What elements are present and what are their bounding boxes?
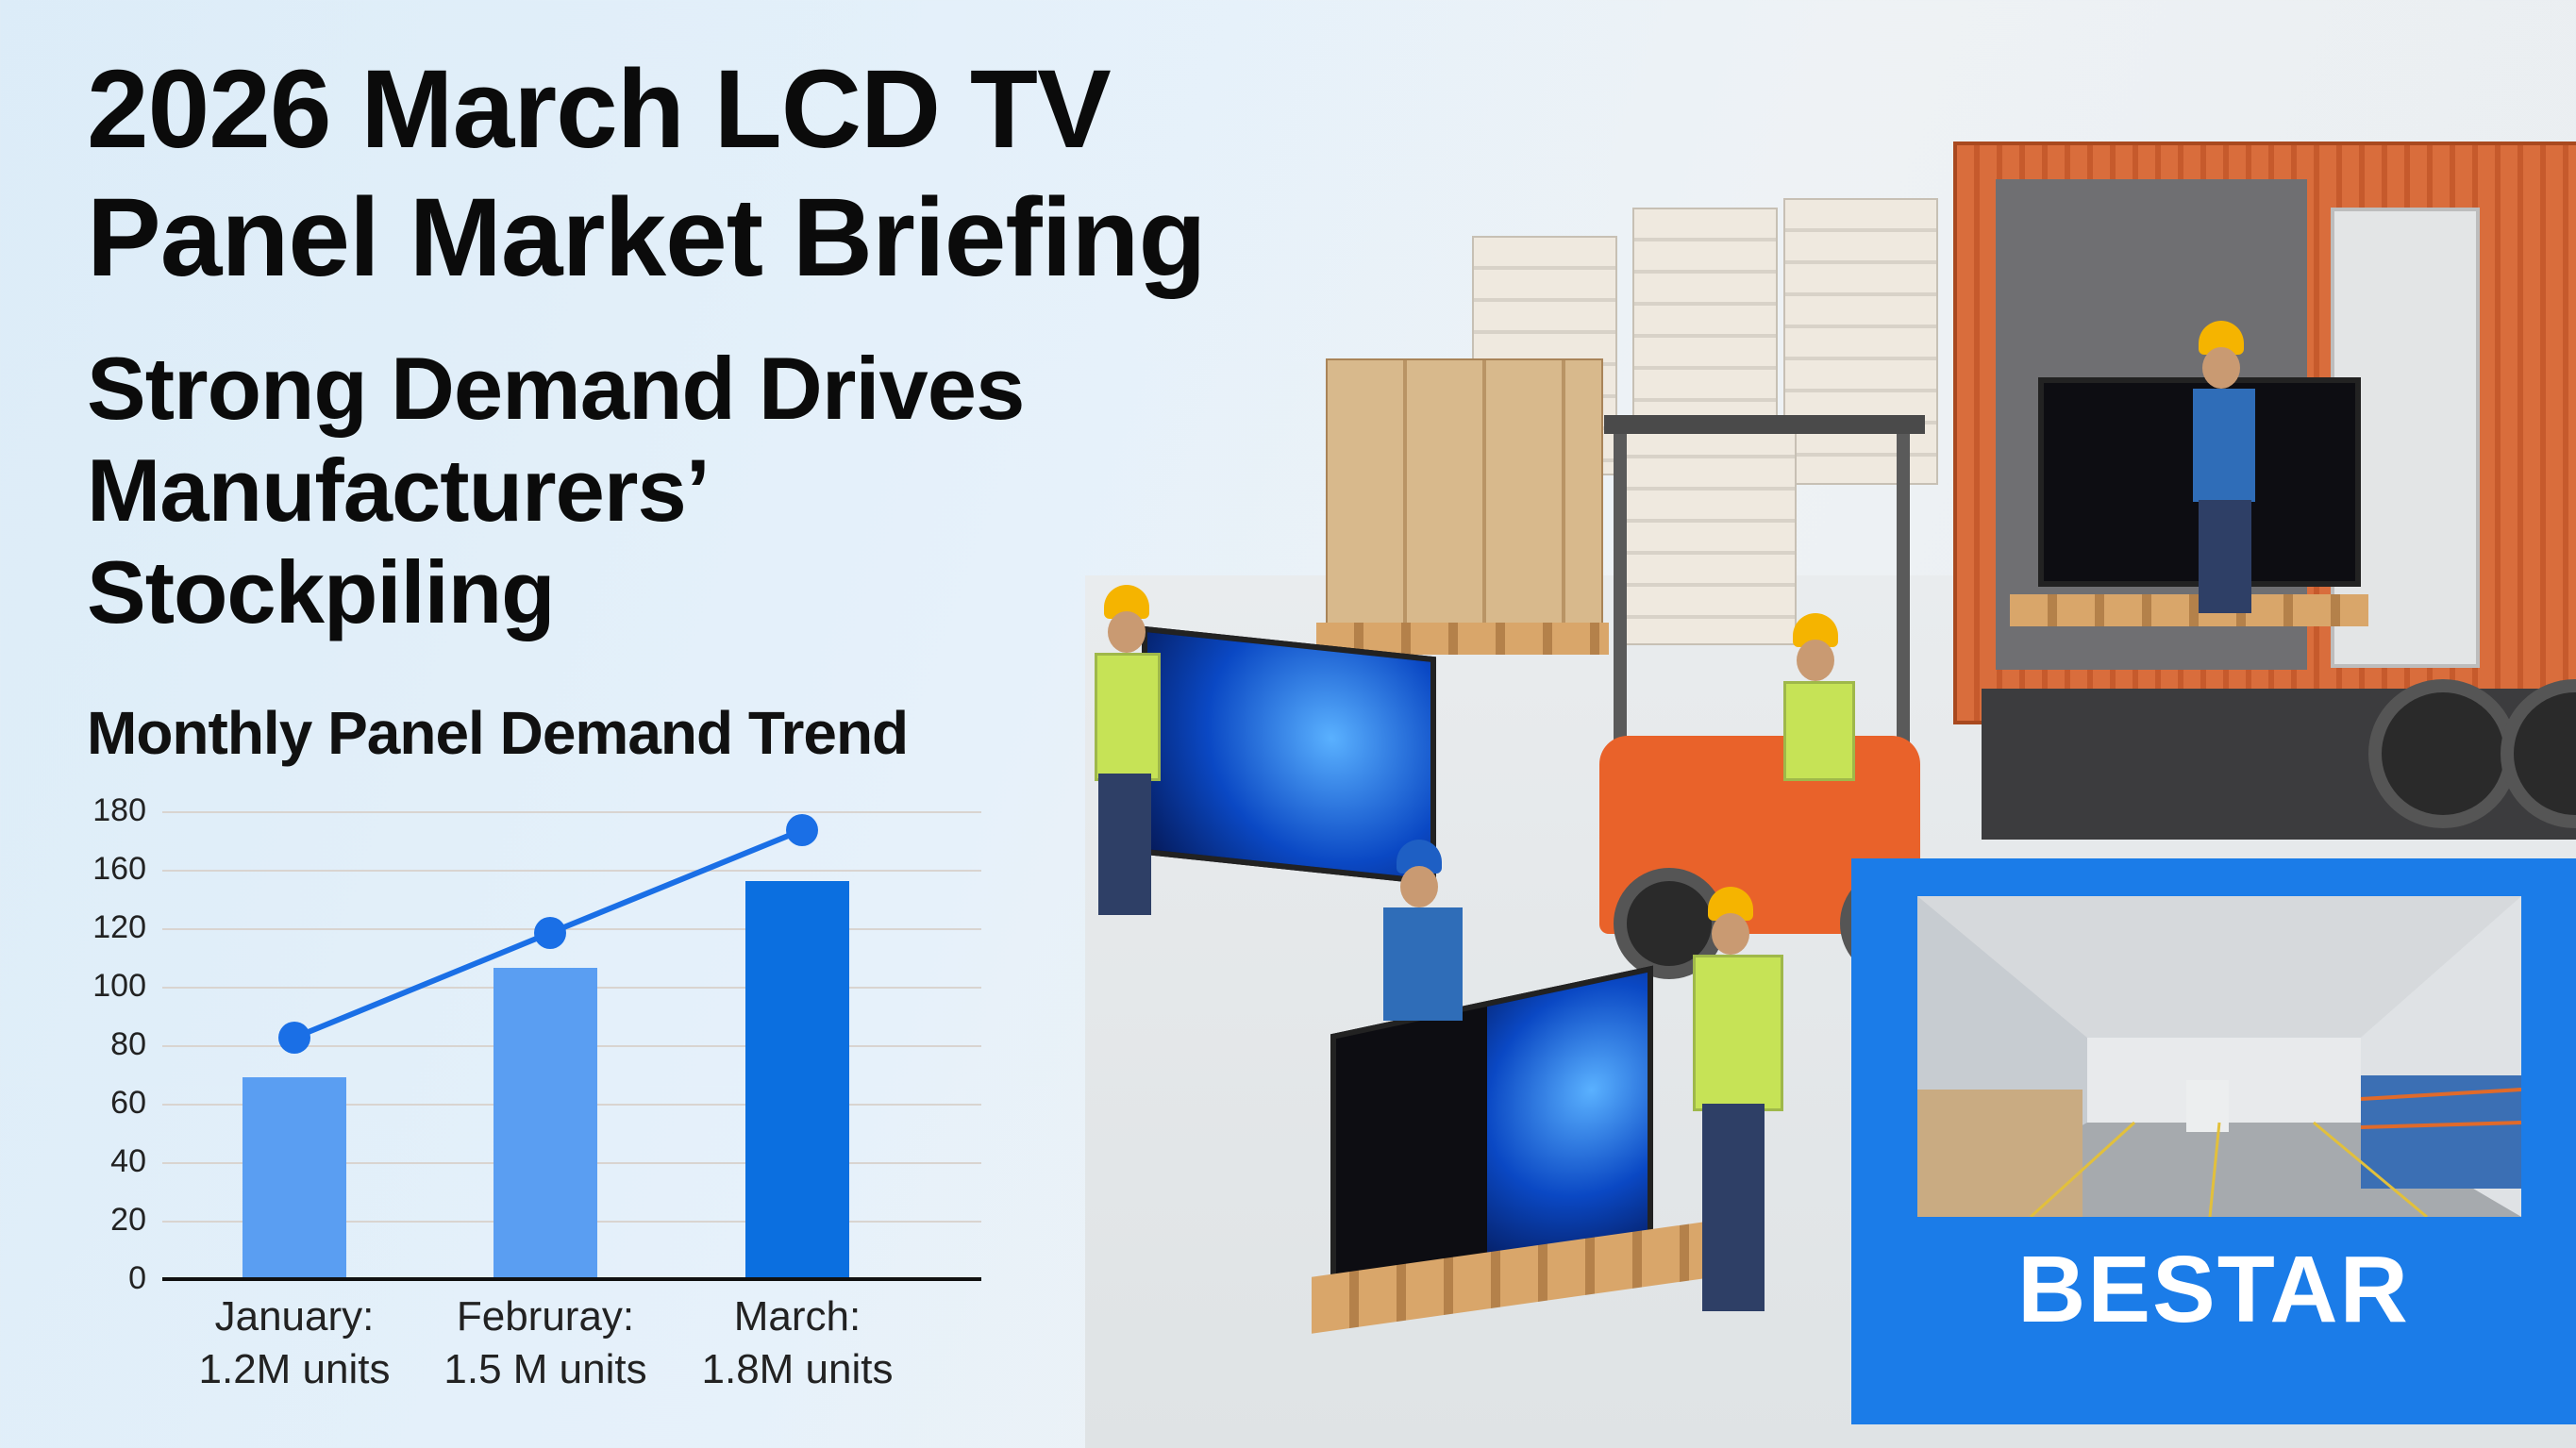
gridline xyxy=(162,928,981,930)
demand-chart: 180 160 120 100 80 60 40 20 0 January: 1… xyxy=(57,792,981,1396)
brand-name: BESTAR xyxy=(2017,1237,2410,1342)
brand-card: BESTAR xyxy=(1851,858,2576,1424)
page-title: 2026 March LCD TV Panel Market Briefing xyxy=(87,45,1207,302)
trend-point-january xyxy=(278,1022,310,1054)
warehouse-photo-illustration xyxy=(1917,896,2521,1217)
y-tick-120: 120 xyxy=(92,909,146,945)
title-line-2: Panel Market Briefing xyxy=(87,175,1207,300)
x-label-february: Februray: 1.5 M units xyxy=(443,1293,647,1392)
gridline xyxy=(162,811,981,813)
gridline xyxy=(162,870,981,872)
page-subtitle: Strong Demand Drives Manufacturers’ Stoc… xyxy=(87,338,1025,643)
pallet-stack xyxy=(1783,198,1938,485)
trend-point-march xyxy=(786,814,818,846)
y-tick-60: 60 xyxy=(110,1085,146,1121)
y-tick-80: 80 xyxy=(110,1026,146,1062)
forklift-pillar xyxy=(1614,434,1627,745)
x-axis xyxy=(162,1277,981,1281)
trend-line xyxy=(278,814,818,1054)
warehouse-interior-photo xyxy=(1917,896,2521,1217)
subtitle-line-3: Stockpiling xyxy=(87,542,556,641)
subtitle-line-2: Manufacturers’ xyxy=(87,441,711,540)
bar-february xyxy=(493,968,597,1279)
y-tick-0: 0 xyxy=(128,1260,146,1296)
y-tick-40: 40 xyxy=(110,1143,146,1179)
pallet-stack xyxy=(1614,424,1797,645)
x-label-january: January: 1.2M units xyxy=(198,1293,391,1392)
cardboard-boxes xyxy=(1326,358,1603,626)
wooden-pallet xyxy=(2010,594,2368,626)
x-label-march: March: 1.8M units xyxy=(701,1293,894,1392)
title-line-1: 2026 March LCD TV xyxy=(87,47,1112,172)
y-tick-100: 100 xyxy=(92,968,146,1004)
bar-march xyxy=(745,881,849,1279)
subtitle-line-1: Strong Demand Drives xyxy=(87,339,1025,438)
forklift-pillar xyxy=(1897,434,1910,745)
bar-january xyxy=(243,1077,346,1279)
y-tick-180: 180 xyxy=(92,792,146,828)
tv-held-by-worker xyxy=(1142,625,1436,886)
y-tick-20: 20 xyxy=(110,1202,146,1238)
forklift-mast xyxy=(1604,415,1925,434)
truck-wheel xyxy=(2368,679,2517,828)
y-tick-160: 160 xyxy=(92,851,146,887)
chart-title: Monthly Panel Demand Trend xyxy=(87,699,909,767)
trend-point-february xyxy=(534,917,566,949)
